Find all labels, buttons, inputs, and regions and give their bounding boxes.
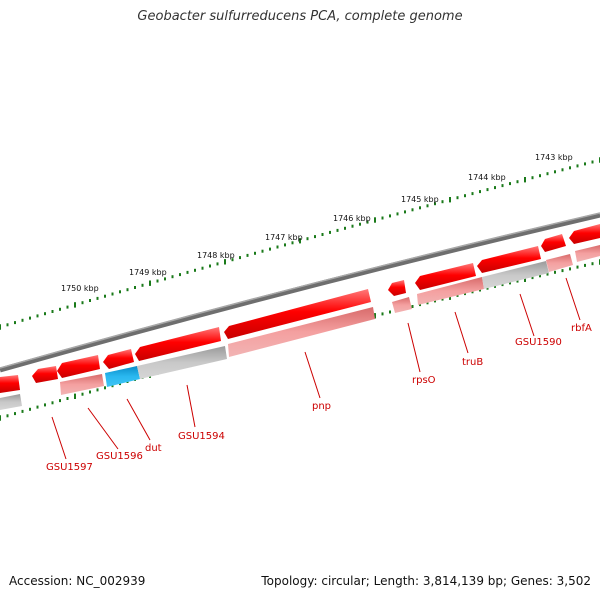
scale-label-1744: 1744 kbp <box>468 173 506 182</box>
map-title: Geobacter sulfurreducens PCA, complete g… <box>137 9 463 24</box>
scale-label-1748: 1748 kbp <box>197 251 235 260</box>
gene-arrow[interactable] <box>541 234 566 252</box>
gene-arrow[interactable] <box>224 289 371 339</box>
gene-label-GSU1594[interactable]: GSU1594 <box>178 431 225 442</box>
scale-label-1745: 1745 kbp <box>401 195 439 204</box>
cds-bar[interactable] <box>228 307 375 357</box>
gene-arrow[interactable] <box>569 224 600 244</box>
gene-label-dut[interactable]: dut <box>145 443 162 454</box>
gene-label-pnp[interactable]: pnp <box>312 401 331 412</box>
genome-summary-text: Topology: circular; Length: 3,814,139 bp… <box>261 574 591 588</box>
cds-bar-highlighted[interactable] <box>105 366 140 387</box>
gene-arrow[interactable] <box>135 327 221 361</box>
gene-label-GSU1590[interactable]: GSU1590 <box>515 337 562 348</box>
gene-labels: rbfA GSU1590 truB rpsO pnp GSU1594 dut G… <box>46 323 592 473</box>
gene-arrow[interactable] <box>103 349 134 369</box>
gene-label-GSU1596[interactable]: GSU1596 <box>96 451 143 462</box>
gene-label-GSU1597[interactable]: GSU1597 <box>46 462 93 473</box>
cds-bar[interactable] <box>482 261 549 289</box>
scale-label-1750: 1750 kbp <box>61 284 99 293</box>
genome-backbone-highlight <box>0 212 600 369</box>
cds-bar[interactable] <box>0 394 22 410</box>
cds-bar[interactable] <box>575 245 600 262</box>
gene-label-rbfA[interactable]: rbfA <box>571 323 592 334</box>
gene-label-truB[interactable]: truB <box>462 357 483 368</box>
cds-track <box>0 245 600 410</box>
cds-bar[interactable] <box>60 374 104 395</box>
cds-bar[interactable] <box>546 254 573 272</box>
cds-bar[interactable] <box>392 297 412 313</box>
genome-backbone <box>0 212 600 373</box>
gene-arrow[interactable] <box>477 246 541 273</box>
scale-label-1747: 1747 kbp <box>265 233 303 242</box>
accession-text: Accession: NC_002939 <box>9 574 146 588</box>
scale-label-1746: 1746 kbp <box>333 214 371 223</box>
label-leaders <box>51 277 581 460</box>
scale-label-1749: 1749 kbp <box>129 268 167 277</box>
scale-label-1743: 1743 kbp <box>535 153 573 162</box>
cds-bar[interactable] <box>137 346 227 379</box>
scale-labels: 1743 kbp 1744 kbp 1745 kbp 1746 kbp 1747… <box>61 153 573 293</box>
gene-label-rpsO[interactable]: rpsO <box>412 375 436 386</box>
gene-arrow[interactable] <box>32 366 58 383</box>
gene-arrow[interactable] <box>415 263 476 290</box>
gene-arrow[interactable] <box>57 355 100 378</box>
gene-arrow[interactable] <box>0 375 20 393</box>
gene-arrow[interactable] <box>388 280 406 296</box>
cds-bar[interactable] <box>417 277 484 305</box>
gene-track <box>0 224 600 393</box>
